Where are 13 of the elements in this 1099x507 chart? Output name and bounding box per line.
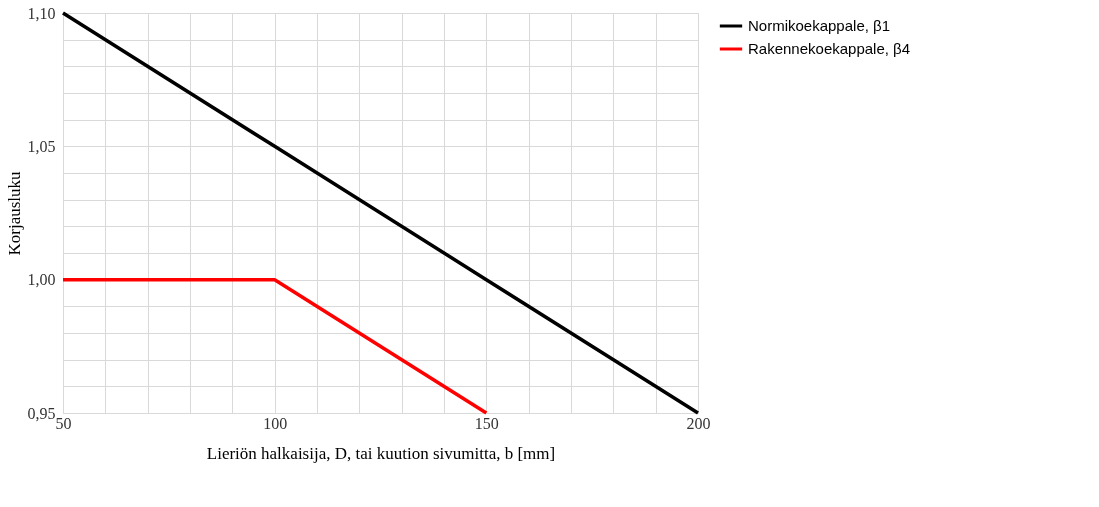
- x-tick-label: 50: [55, 414, 72, 432]
- x-tick-label: 150: [474, 414, 499, 432]
- x-tick-label: 200: [686, 414, 711, 432]
- x-tick-label: 100: [263, 414, 288, 432]
- y-tick-label: 0,95: [27, 404, 56, 422]
- y-tick-label: 1,10: [27, 4, 56, 22]
- y-tick-label: 1,05: [27, 137, 56, 155]
- legend-label: Normikoekappale, β1: [748, 17, 891, 34]
- line-series: [61, 11, 700, 415]
- y-axis-title: Korjausluku: [4, 170, 24, 256]
- x-axis-title: Lieriön halkaisija, D, tai kuution sivumitta, b [mm]: [206, 443, 556, 463]
- y-tick-label: 1,00: [27, 271, 56, 289]
- legend-label: Rakennekoekappale, β4: [748, 40, 911, 57]
